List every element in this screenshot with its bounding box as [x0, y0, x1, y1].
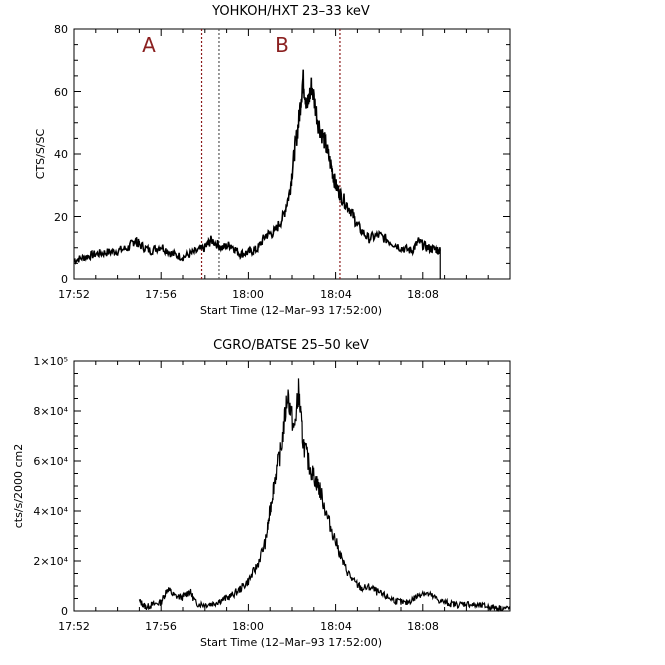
batse-ytick-label-2e4: 2×10⁴: [33, 555, 68, 568]
batse-ytick-label-6e4: 6×10⁴: [33, 455, 68, 468]
hxt-xtick-label-1: 17:56: [145, 288, 177, 301]
batse-plot-frame: [73, 360, 511, 612]
batse-xtick-label-0: 17:52: [58, 620, 90, 633]
batse-series-line: [138, 378, 511, 613]
batse-xtick-label-4: 18:08: [407, 620, 439, 633]
hxt-ytick-label-0: 0: [61, 273, 68, 286]
hxt-x-axis-label: Start Time (12–Mar–93 17:52:00): [200, 304, 382, 317]
hxt-panel: YOHKOH/HXT 23–33 keV 17:52 17:56 18:00 1…: [34, 4, 511, 317]
batse-xtick-label-3: 18:04: [320, 620, 352, 633]
batse-y-axis-label: cts/s/2000 cm2: [12, 444, 25, 529]
hxt-xtick-label-0: 17:52: [58, 288, 90, 301]
hxt-ytick-label-40: 40: [54, 148, 68, 161]
batse-ytick-label-0: 0: [61, 605, 68, 618]
batse-y-ticks: [74, 360, 510, 612]
batse-x-axis-label: Start Time (12–Mar–93 17:52:00): [200, 636, 382, 649]
hxt-series-line: [73, 69, 441, 265]
hxt-ytick-label-20: 20: [54, 211, 68, 224]
hxt-xtick-label-2: 18:00: [232, 288, 264, 301]
batse-ytick-label-4e4: 4×10⁴: [33, 505, 68, 518]
hxt-ytick-label-60: 60: [54, 86, 68, 99]
hxt-y-ticks: [74, 28, 510, 280]
hxt-region-label-b: B: [275, 33, 289, 57]
hxt-y-axis-label: CTS/S/SC: [34, 128, 47, 179]
batse-xtick-label-2: 18:00: [232, 620, 264, 633]
batse-ytick-label-1e5: 1×10⁵: [33, 355, 68, 368]
hxt-x-ticks: [73, 29, 511, 279]
batse-xtick-label-1: 17:56: [145, 620, 177, 633]
hxt-region-label-a: A: [142, 33, 156, 57]
batse-ytick-label-8e4: 8×10⁴: [33, 405, 68, 418]
batse-title: CGRO/BATSE 25–50 keV: [213, 338, 369, 353]
hxt-title: YOHKOH/HXT 23–33 keV: [211, 4, 370, 19]
hxt-xtick-label-4: 18:08: [407, 288, 439, 301]
batse-x-ticks: [73, 361, 511, 611]
hxt-ytick-label-80: 80: [54, 23, 68, 36]
batse-panel: CGRO/BATSE 25–50 keV 17:52 17:56 18:00 1…: [12, 338, 511, 649]
hxt-xtick-label-3: 18:04: [320, 288, 352, 301]
